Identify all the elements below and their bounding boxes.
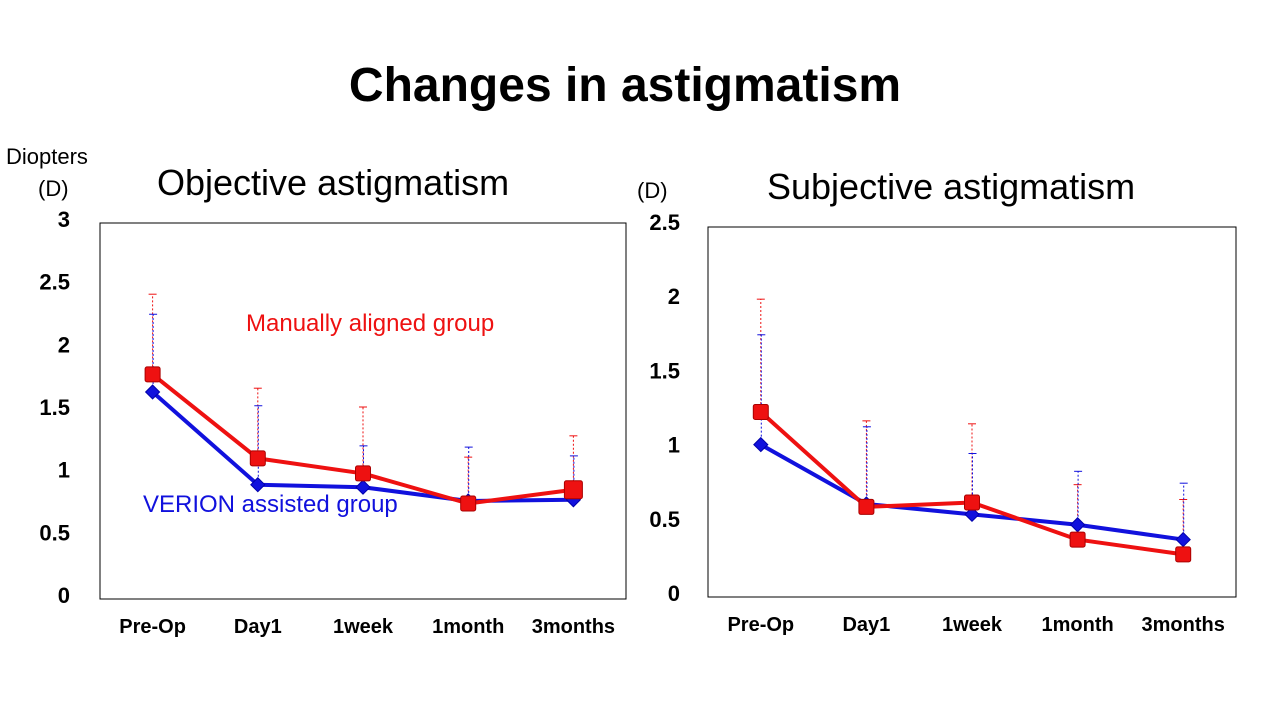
- x-tick-label: 1week: [333, 616, 394, 638]
- y-tick-label: 0: [58, 583, 70, 608]
- manual-point: [752, 403, 769, 420]
- y-tick-label: 0.5: [39, 520, 70, 545]
- verion-point: [250, 476, 266, 493]
- manual-point: [563, 480, 583, 500]
- verion-point: [1069, 517, 1086, 533]
- verion-point: [144, 384, 161, 400]
- verion-point: [1175, 531, 1191, 548]
- manual-point: [249, 450, 266, 467]
- x-tick-label: Day1: [234, 616, 282, 638]
- left-y-unit-line2: (D): [38, 176, 69, 201]
- x-tick-label: 3months: [1142, 614, 1225, 636]
- legend-verion-label: VERION assisted group: [143, 491, 398, 518]
- y-tick-label: 1: [668, 433, 680, 458]
- page-title: Changes in astigmatism: [348, 59, 902, 112]
- manual-point: [858, 498, 875, 515]
- verion-point: [355, 479, 371, 495]
- y-tick-label: 2.5: [649, 210, 680, 235]
- y-tick-label: 0: [668, 581, 680, 606]
- x-tick-label: 3months: [532, 616, 615, 638]
- plot-frame: [707, 226, 1237, 598]
- verion-series-line: [759, 442, 1184, 542]
- y-tick-label: 0.5: [649, 507, 680, 532]
- x-tick-label: 1month: [432, 616, 504, 638]
- x-tick-label: Pre-Op: [119, 616, 186, 638]
- subjective-chart-title: Subjective astigmatism: [767, 166, 1136, 207]
- left-y-unit-line1: Diopters: [6, 144, 88, 169]
- x-tick-label: Day1: [842, 614, 890, 636]
- objective-astigmatism-chart: 0 0.5 1 1.5 2 2.5 3 Pre-Op Day1 1week 1month 3month…: [39, 207, 627, 638]
- verion-point: [964, 506, 980, 523]
- plot-frame: [99, 222, 627, 600]
- subjective-astigmatism-chart: 0 0.5 1 1.5 2 2.5 Pre-Op Day1 1week 1month 3months: [649, 210, 1237, 636]
- x-tick-label: 1month: [1041, 614, 1113, 636]
- y-tick-label: 1.5: [39, 395, 70, 420]
- y-tick-label: 1: [58, 458, 70, 483]
- x-tick-label: Pre-Op: [727, 614, 794, 636]
- manual-point: [964, 494, 980, 511]
- objective-chart-title: Objective astigmatism: [157, 162, 510, 203]
- manual-point: [1069, 531, 1086, 548]
- y-tick-label: 2.5: [39, 270, 70, 295]
- y-tick-label: 2: [58, 332, 70, 357]
- manual-point: [355, 465, 371, 482]
- verion-point: [753, 436, 769, 453]
- y-tick-label: 2: [668, 284, 680, 309]
- right-y-unit: (D): [637, 178, 668, 203]
- x-tick-label: 1week: [942, 614, 1003, 636]
- manual-point: [1175, 546, 1192, 563]
- y-tick-label: 3: [58, 207, 70, 232]
- legend-manual-label: Manually aligned group: [246, 310, 495, 337]
- manual-point: [144, 366, 161, 383]
- manual-point: [460, 495, 477, 512]
- y-tick-label: 1.5: [649, 358, 680, 383]
